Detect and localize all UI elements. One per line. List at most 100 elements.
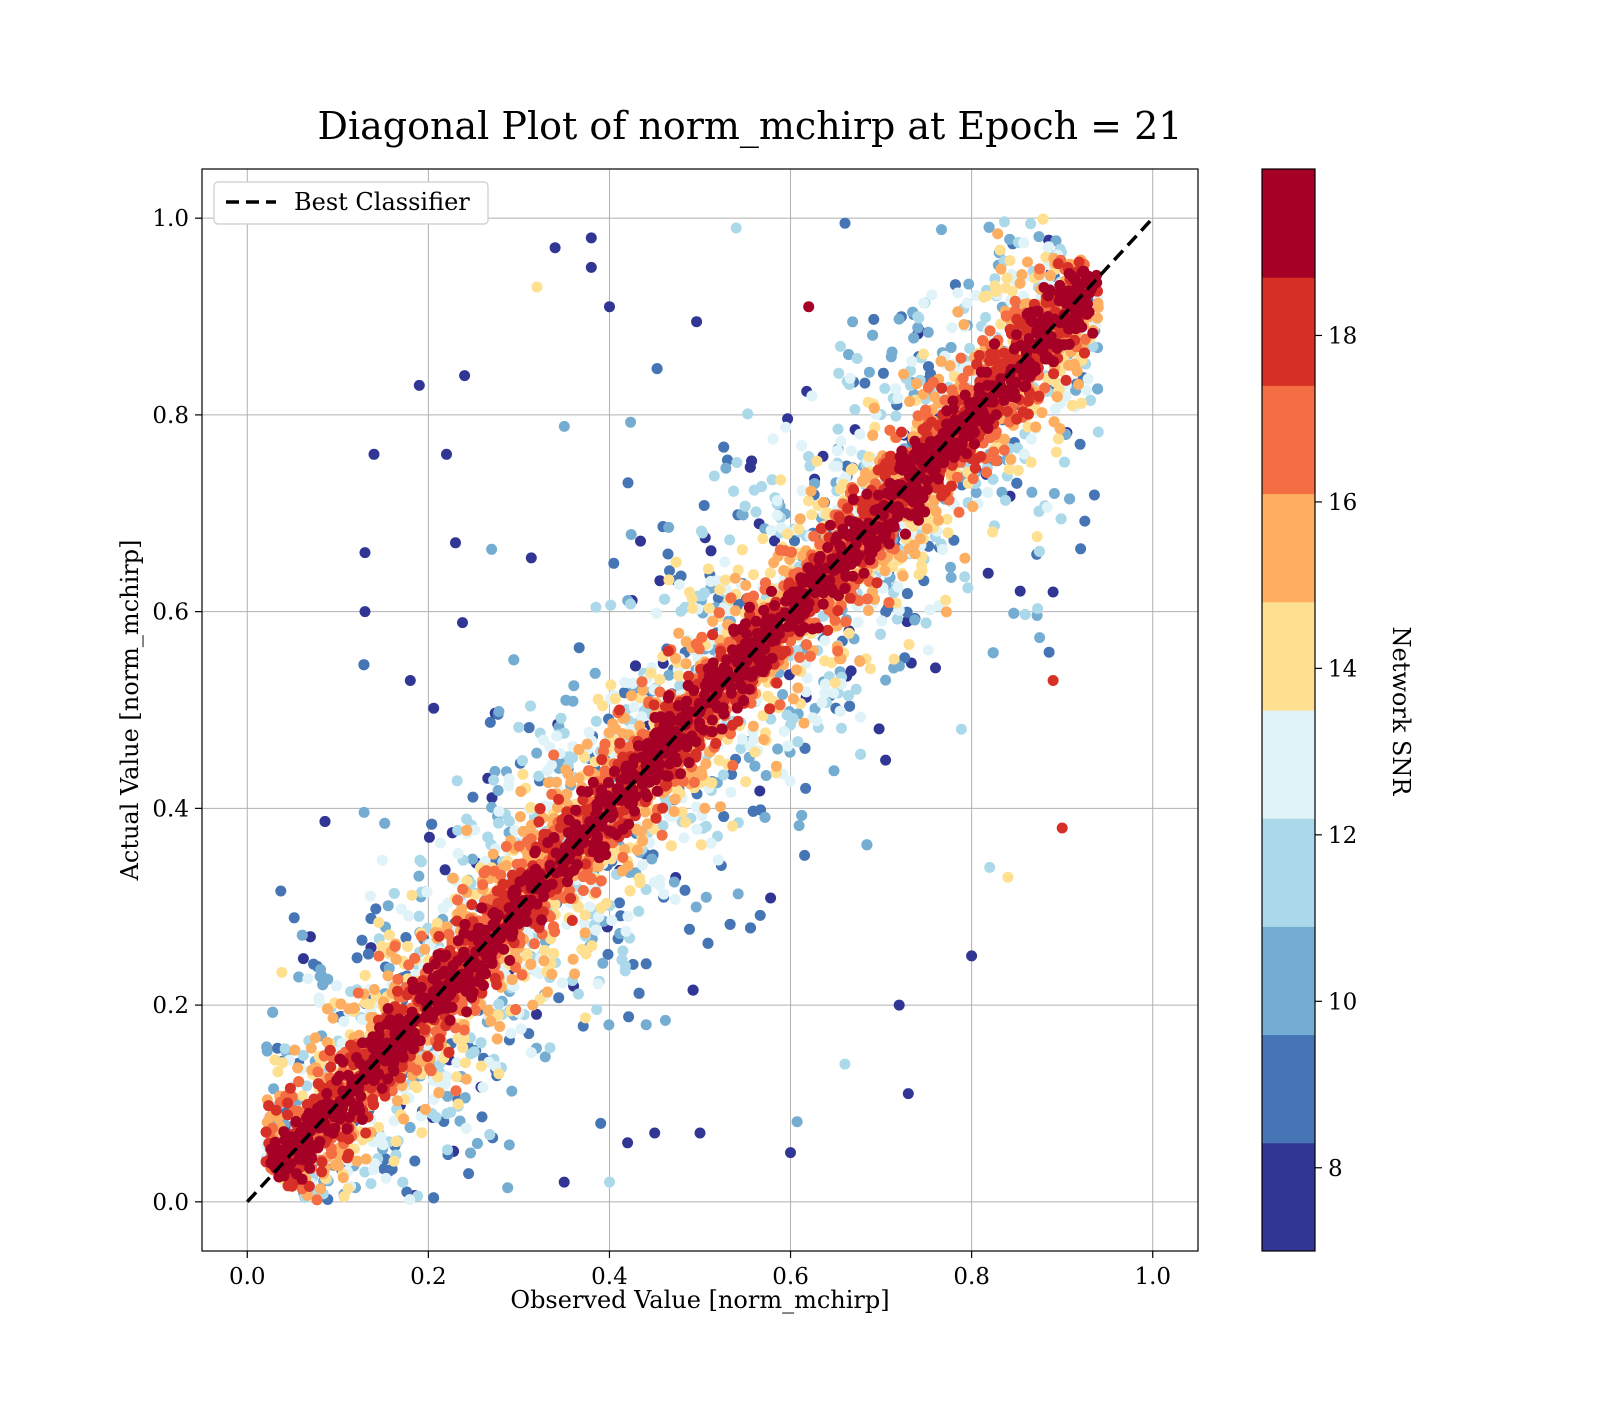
- scatter-point: [943, 527, 954, 538]
- scatter-point: [1025, 218, 1036, 229]
- scatter-point: [679, 832, 690, 843]
- scatter-point: [956, 724, 967, 735]
- scatter-point: [730, 573, 741, 584]
- scatter-point: [832, 445, 843, 456]
- scatter-point: [818, 497, 829, 508]
- scatter-point: [844, 628, 855, 639]
- scatter-point: [893, 393, 904, 404]
- scatter-point: [936, 224, 947, 235]
- scatter-point: [892, 581, 903, 592]
- scatter-point: [796, 810, 807, 821]
- scatter-point: [733, 888, 744, 899]
- scatter-point: [315, 964, 326, 975]
- scatter-point: [574, 642, 585, 653]
- scatter-point: [1034, 546, 1045, 557]
- scatter-point: [293, 972, 304, 983]
- scatter-point: [550, 242, 561, 253]
- scatter-point: [601, 898, 612, 909]
- scatter-point: [863, 451, 874, 462]
- scatter-point: [634, 988, 645, 999]
- scatter-point: [691, 316, 702, 327]
- scatter-point: [890, 383, 901, 394]
- scatter-point: [542, 765, 553, 776]
- scatter-point: [1049, 488, 1060, 499]
- scatter-point: [424, 832, 435, 843]
- scatter-point: [556, 713, 567, 724]
- scatter-point: [461, 1074, 472, 1085]
- scatter-point: [513, 722, 524, 733]
- scatter-point: [506, 1086, 517, 1097]
- scatter-point: [392, 1095, 403, 1106]
- scatter-point: [637, 676, 648, 687]
- scatter-point: [897, 552, 908, 563]
- scatter-point: [1026, 434, 1037, 445]
- scatter-point: [333, 1160, 344, 1171]
- scatter-point: [875, 629, 886, 640]
- scatter-point: [687, 593, 698, 604]
- scatter-point: [703, 938, 714, 949]
- scatter-point: [880, 755, 891, 766]
- scatter-point: [684, 924, 695, 935]
- scatter-point: [646, 668, 657, 679]
- scatter-point: [697, 528, 708, 539]
- scatter-point: [730, 605, 741, 616]
- scatter-point: [1075, 439, 1086, 450]
- scatter-point: [879, 383, 890, 394]
- scatter-point: [800, 783, 811, 794]
- scatter-point: [442, 1144, 453, 1155]
- scatter-point: [921, 618, 932, 629]
- scatter-point: [765, 567, 776, 578]
- scatter-point: [1026, 457, 1037, 468]
- scatter-point: [894, 314, 905, 325]
- scatter-point: [911, 378, 922, 389]
- scatter-point: [766, 525, 777, 536]
- scatter-point: [453, 848, 464, 859]
- scatter-point: [548, 750, 559, 761]
- scatter-point: [457, 1042, 468, 1053]
- scatter-point: [909, 615, 920, 626]
- scatter-point: [819, 635, 830, 646]
- scatter-point: [654, 674, 665, 685]
- scatter-point: [755, 910, 766, 921]
- scatter-point: [493, 785, 504, 796]
- scatter-point: [545, 1042, 556, 1053]
- scatter-point: [757, 533, 768, 544]
- scatter-point: [923, 645, 934, 656]
- scatter-point: [963, 279, 974, 290]
- scatter-point: [364, 999, 375, 1010]
- scatter-point: [926, 289, 937, 300]
- scatter-point: [768, 434, 779, 445]
- scatter-point: [398, 1114, 409, 1125]
- scatter-point: [591, 716, 602, 727]
- scatter-point: [568, 954, 579, 965]
- scatter-point: [553, 992, 564, 1003]
- scatter-point: [573, 989, 584, 1000]
- scatter-point: [959, 571, 970, 582]
- scatter-point: [625, 599, 636, 610]
- scatter-point: [546, 969, 557, 980]
- scatter-point: [748, 806, 759, 817]
- scatter-point: [751, 507, 762, 518]
- scatter-point: [397, 1177, 408, 1188]
- scatter-point: [670, 894, 681, 905]
- scatter-point: [806, 509, 817, 520]
- scatter-point: [584, 727, 595, 738]
- scatter-point: [1067, 400, 1078, 411]
- scatter-point: [379, 818, 390, 829]
- scatter-point: [995, 245, 1006, 256]
- scatter-point: [967, 501, 978, 512]
- scatter-point: [517, 755, 528, 766]
- scatter-point: [431, 1112, 442, 1123]
- scatter-point: [360, 970, 371, 981]
- scatter-point: [477, 1082, 488, 1093]
- scatter-point: [641, 958, 652, 969]
- scatter-point: [461, 814, 472, 825]
- scatter-point: [1053, 433, 1064, 444]
- scatter-point: [419, 944, 430, 955]
- scatter-point: [952, 306, 963, 317]
- scatter-point: [1092, 383, 1103, 394]
- scatter-point: [460, 1057, 471, 1068]
- scatter-point: [586, 262, 597, 273]
- scatter-point: [780, 422, 791, 433]
